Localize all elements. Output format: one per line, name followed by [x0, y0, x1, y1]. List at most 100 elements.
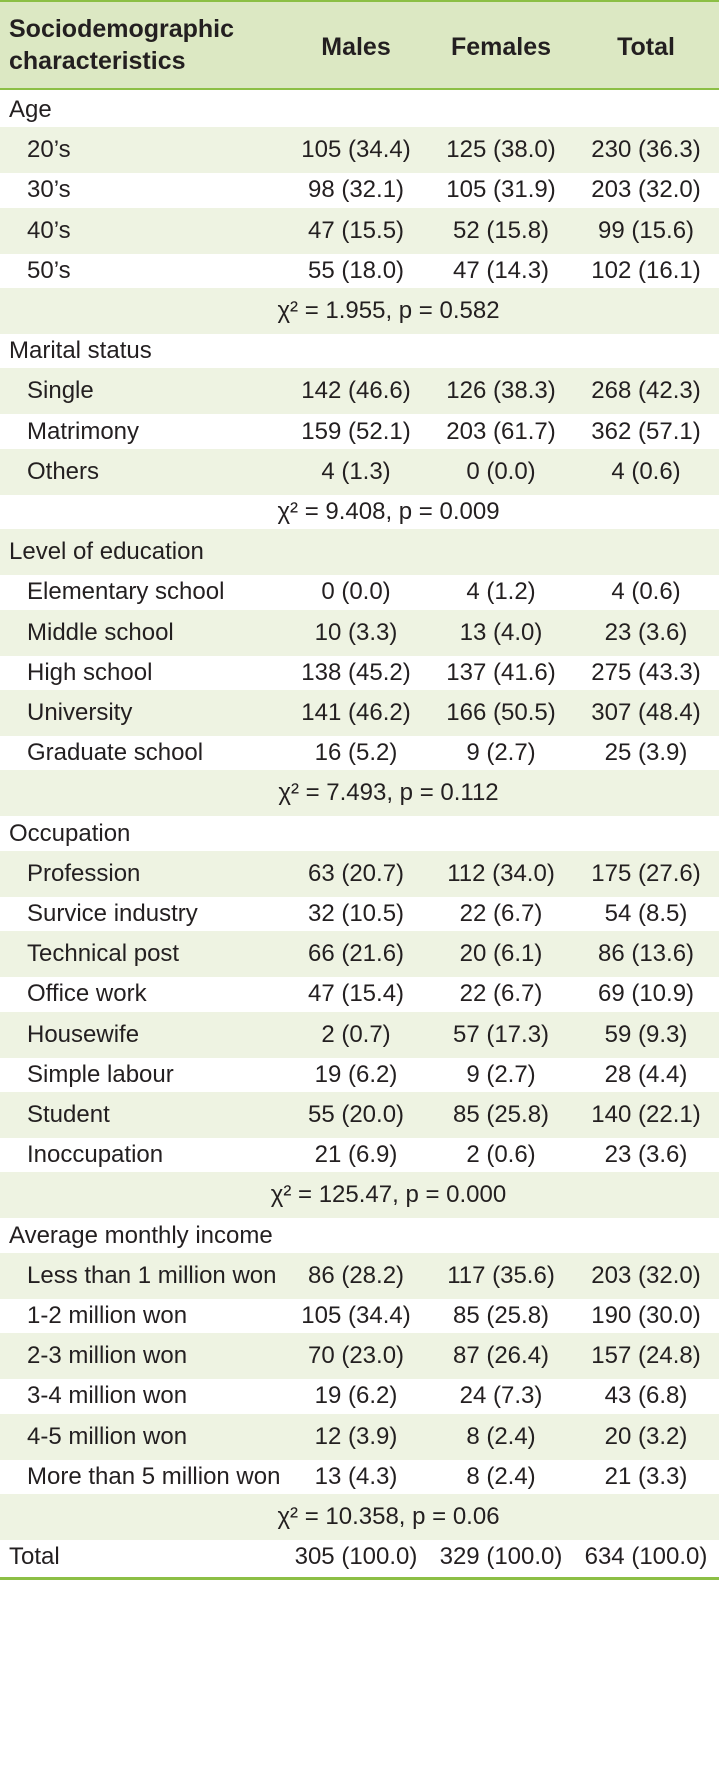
- table-row: Inoccupation 21 (6.9) 2 (0.6) 23 (3.6): [0, 1132, 719, 1178]
- row-label: 3-4 million won: [27, 1382, 188, 1410]
- females-value: 4 (1.2): [466, 578, 536, 606]
- males-value: 19 (6.2): [314, 1060, 398, 1088]
- total-value: 25 (3.9): [604, 739, 688, 767]
- row-label: Technical post: [27, 940, 180, 968]
- males-value: 4 (1.3): [321, 457, 391, 485]
- row-label: More than 5 million won: [27, 1462, 281, 1490]
- table-row: 40’s 47 (15.5) 52 (15.8) 99 (15.6): [0, 207, 719, 254]
- row-label: High school: [27, 658, 153, 686]
- table-row: Profession 63 (20.7) 112 (34.0) 175 (27.6): [0, 850, 719, 897]
- females-value: 105 (31.9): [446, 176, 556, 204]
- category-label: Age: [9, 96, 52, 123]
- table-row: Simple labour 19 (6.2) 9 (2.7) 28 (4.4): [0, 1052, 719, 1098]
- table-row: 1-2 million won 105 (34.4) 85 (25.8) 190 (3…: [0, 1293, 719, 1339]
- total-value: 175 (27.6): [591, 859, 701, 887]
- males-value: 159 (52.1): [301, 417, 411, 445]
- table-row: Graduate school 16 (5.2) 9 (2.7) 25 (3.9): [0, 730, 719, 776]
- total-value: 99 (15.6): [597, 216, 695, 244]
- table-row: 3-4 million won 19 (6.2) 24 (7.3) 43 (6.8): [0, 1373, 719, 1419]
- males-value: 66 (21.6): [307, 940, 405, 968]
- table-row: 4-5 million won 12 (3.9) 8 (2.4) 20 (3.2): [0, 1413, 719, 1460]
- total-value: 86 (13.6): [597, 940, 695, 968]
- females-value: 24 (7.3): [459, 1382, 543, 1410]
- females-value: 117 (35.6): [447, 1261, 555, 1289]
- females-value: 0 (0.0): [466, 457, 536, 485]
- females-value: 126 (38.3): [446, 377, 556, 405]
- chi-square-row: χ² = 10.358, p = 0.06: [0, 1494, 719, 1540]
- row-label: 40’s: [27, 216, 71, 244]
- table-row: Less than 1 million won 86 (28.2) 117 (35.…: [0, 1252, 719, 1299]
- total-value: 28 (4.4): [604, 1060, 688, 1088]
- row-label: Student: [27, 1101, 110, 1128]
- category-row: Level of education: [0, 529, 719, 576]
- table-row: Office work 47 (15.4) 22 (6.7) 69 (10.9): [0, 971, 719, 1017]
- males-value: 138 (45.2): [301, 658, 411, 686]
- females-value: 20 (6.1): [459, 940, 543, 968]
- table-row: 2-3 million won 70 (23.0) 87 (26.4) 157 (24…: [0, 1333, 719, 1380]
- table-row: More than 5 million won 13 (4.3) 8 (2.4) 21…: [0, 1454, 719, 1500]
- total-row: Total 305 (100.0) 329 (100.0) 634 (100.0): [0, 1534, 719, 1581]
- table-row: Elementary school 0 (0.0) 4 (1.2) 4 (0.6): [0, 569, 719, 615]
- table-row: 20’s 105 (34.4) 125 (38.0) 230 (36.3): [0, 127, 719, 174]
- females-value: 329 (100.0): [439, 1543, 563, 1571]
- chi-square-row: χ² = 125.47, p = 0.000: [0, 1172, 719, 1219]
- females-value: 8 (2.4): [466, 1462, 536, 1490]
- chi-square-result: χ² = 10.358, p = 0.06: [277, 1503, 500, 1530]
- category-label: Occupation: [9, 819, 131, 847]
- females-value: 22 (6.7): [459, 900, 543, 927]
- males-value: 55 (20.0): [307, 1101, 405, 1128]
- females-value: 203 (61.7): [446, 417, 556, 445]
- total-value: 203 (32.0): [591, 1261, 701, 1289]
- row-label: Others: [27, 457, 100, 485]
- table-row: Others 4 (1.3) 0 (0.0) 4 (0.6): [0, 448, 719, 495]
- row-label: 1-2 million won: [27, 1302, 188, 1329]
- row-label: 20’s: [27, 136, 71, 164]
- table-row: Middle school 10 (3.3) 13 (4.0) 23 (3.6): [0, 609, 719, 656]
- males-value: 63 (20.7): [307, 859, 405, 887]
- header-males: Males: [321, 33, 391, 61]
- category-label: Level of education: [9, 538, 204, 566]
- females-value: 8 (2.4): [466, 1422, 536, 1450]
- category-row: Occupation: [0, 811, 719, 857]
- row-label: University: [27, 699, 133, 726]
- females-value: 85 (25.8): [452, 1101, 550, 1128]
- males-value: 16 (5.2): [314, 739, 398, 767]
- chi-square-result: χ² = 125.47, p = 0.000: [270, 1181, 507, 1209]
- row-label: Inoccupation: [27, 1141, 164, 1169]
- males-value: 142 (46.6): [301, 377, 411, 405]
- males-value: 0 (0.0): [321, 578, 391, 606]
- chi-square-row: χ² = 9.408, p = 0.009: [0, 489, 719, 535]
- total-value: 275 (43.3): [591, 658, 701, 686]
- total-value: 4 (0.6): [611, 578, 681, 606]
- males-value: 55 (18.0): [307, 256, 405, 284]
- total-value: 362 (57.1): [591, 417, 701, 445]
- header-females: Females: [450, 33, 552, 61]
- females-value: 112 (34.0): [447, 859, 555, 887]
- females-value: 2 (0.6): [466, 1141, 536, 1169]
- males-value: 47 (15.4): [307, 980, 405, 1008]
- males-value: 10 (3.3): [314, 618, 398, 646]
- males-value: 19 (6.2): [314, 1382, 398, 1410]
- total-value: 59 (9.3): [604, 1020, 688, 1048]
- table-row: Single 142 (46.6) 126 (38.3) 268 (42.3): [0, 368, 719, 415]
- total-value: 21 (3.3): [604, 1462, 688, 1490]
- row-label: Total: [9, 1543, 60, 1571]
- total-value: 190 (30.0): [591, 1302, 701, 1329]
- row-label: Graduate school: [27, 739, 204, 767]
- row-label: 50’s: [27, 256, 71, 284]
- females-value: 52 (15.8): [452, 216, 550, 244]
- row-label: Less than 1 million won: [27, 1261, 277, 1289]
- category-row: Age: [0, 87, 719, 133]
- males-value: 98 (32.1): [307, 176, 405, 204]
- females-value: 9 (2.7): [466, 739, 536, 767]
- total-value: 69 (10.9): [597, 980, 695, 1008]
- row-label: Middle school: [27, 618, 174, 646]
- total-value: 23 (3.6): [604, 618, 688, 646]
- males-value: 32 (10.5): [307, 900, 405, 927]
- females-value: 85 (25.8): [452, 1302, 550, 1329]
- males-value: 86 (28.2): [307, 1261, 405, 1289]
- chi-square-row: χ² = 7.493, p = 0.112: [0, 770, 719, 817]
- chi-square-result: χ² = 1.955, p = 0.582: [277, 297, 500, 324]
- males-value: 13 (4.3): [314, 1462, 398, 1490]
